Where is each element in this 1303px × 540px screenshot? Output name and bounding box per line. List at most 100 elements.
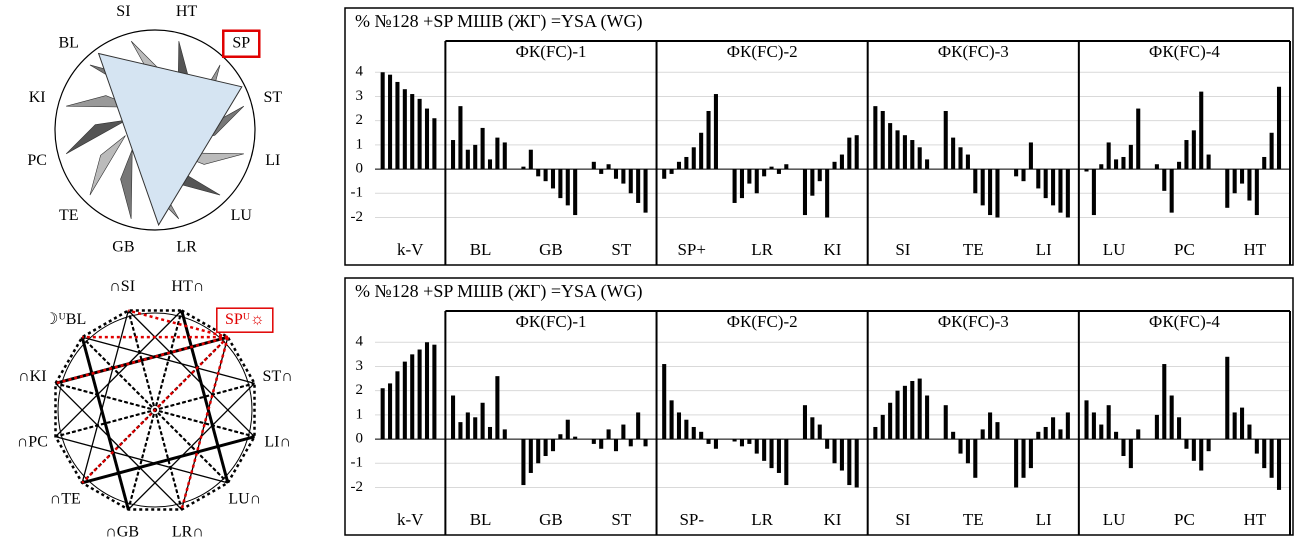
polygon-label: ∩PC [17,434,48,451]
x-tick-label: LI [1036,510,1052,529]
bar [1177,417,1182,440]
bar [550,169,556,189]
bar [802,405,808,440]
x-tick-label: SP+ [677,240,706,259]
bar [706,439,711,444]
bar [1028,439,1033,469]
bar [1114,431,1119,440]
bar [1106,142,1111,170]
bar [1084,169,1089,172]
bar [1028,142,1033,170]
bar [487,426,493,440]
bar [1169,169,1174,213]
bar [1199,91,1204,170]
bar [1065,412,1070,440]
bar [973,169,978,194]
bar [1262,156,1267,170]
bar [395,371,400,440]
bar [880,110,885,170]
solid-chord [180,310,230,484]
bar [1051,417,1056,440]
bar [1014,169,1019,177]
bar [502,142,507,170]
bar [599,439,604,449]
solid-chord [127,382,255,510]
bar [691,426,696,440]
y-tick-label: 3 [356,88,364,104]
bar [1021,169,1026,182]
bar [732,169,737,203]
bar [380,72,385,170]
bar [1121,439,1126,457]
bar [1106,405,1111,440]
bar [917,147,922,170]
bar [910,380,915,440]
chart-frame [344,7,1294,266]
bar [388,74,393,170]
x-tick-label: KI [824,510,842,529]
x-tick-label: TE [963,510,984,529]
bar [1262,439,1267,469]
bar [706,110,711,170]
wheel-label: GB [112,239,134,256]
bar [873,106,878,170]
bar [802,169,808,216]
y-tick-label: 4 [356,64,364,80]
panel-label: ФК(FC)-2 [727,312,798,331]
bar [839,154,844,170]
bar [1136,108,1141,170]
bar [1184,439,1189,449]
bar [643,439,648,447]
bar [573,436,578,440]
bar [1240,169,1245,184]
bar [417,349,422,440]
x-tick-label: KI [824,240,842,259]
bar [676,161,682,170]
x-tick-label: LR [751,240,773,259]
bar [713,94,718,170]
x-tick-label: LI [1036,240,1052,259]
bar [817,424,822,440]
bar [1206,439,1211,452]
bar [613,439,619,452]
bar [854,439,859,488]
bar [1014,439,1019,488]
bar [784,164,789,170]
solid-chord [81,435,255,485]
bar [1065,169,1070,218]
bar [606,429,611,440]
bar [769,166,774,170]
bar [895,390,900,440]
bar [1247,424,1252,440]
bar [410,94,415,170]
bar [739,439,745,447]
bar [550,439,556,452]
bar [747,169,752,184]
bar [669,169,674,174]
bar [521,166,526,170]
bar [402,361,407,440]
bar [1169,395,1174,440]
bar [762,169,767,177]
bar [1232,412,1237,440]
bar [925,395,930,440]
bar [958,439,963,454]
bar [943,405,948,440]
bar [1036,431,1041,440]
wheel-label: SP [232,34,250,51]
bar [676,412,682,440]
bar [902,135,907,170]
bar [621,169,626,184]
x-tick-label: SP- [679,510,704,529]
bar [565,169,570,206]
bar [817,169,822,182]
wheel-label: HT [176,3,198,20]
panel-label: ФК(FC)-3 [938,312,1009,331]
bar [432,118,437,170]
bar [995,422,1000,440]
red-chord [81,336,229,484]
solid-chord [81,310,129,484]
bar [1191,130,1196,170]
bar [988,169,993,216]
bar [1136,429,1141,440]
